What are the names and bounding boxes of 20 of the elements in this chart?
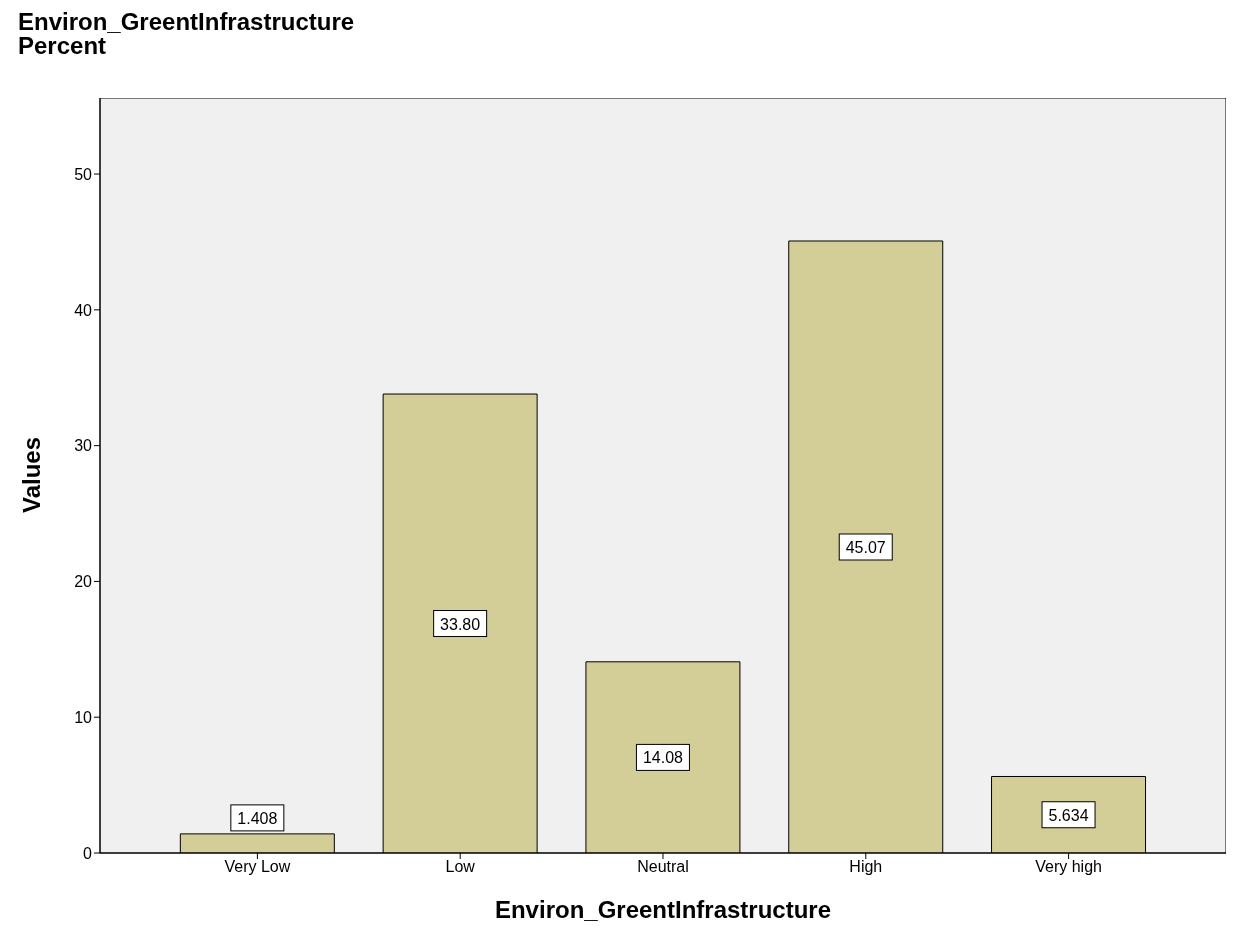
data-label: 5.634 (1048, 806, 1089, 824)
y-tick-label: 40 (74, 301, 93, 319)
x-axis-title: Environ_GreentInfrastructure (493, 896, 833, 924)
y-axis-title: Values (18, 436, 46, 514)
y-tick-label: 20 (74, 573, 93, 591)
y-tick-label: 50 (74, 165, 93, 183)
y-tick-label: 30 (74, 437, 93, 455)
x-tick-label: Neutral (637, 858, 689, 876)
chart-title: Environ_GreentInfrastructure (18, 8, 355, 35)
chart-subtitle: Percent (18, 32, 107, 59)
x-tick-label: High (849, 858, 883, 876)
x-tick-label: Very high (1035, 858, 1102, 876)
data-label: 45.07 (845, 538, 886, 556)
x-tick-label: Very Low (224, 858, 291, 876)
data-label: 33.80 (440, 615, 481, 633)
x-tick-label: Low (445, 858, 476, 876)
y-tick-label: 0 (83, 844, 93, 862)
data-label: 14.08 (642, 749, 684, 767)
data-label: 1.408 (237, 809, 278, 827)
y-tick-label: 10 (74, 708, 93, 726)
